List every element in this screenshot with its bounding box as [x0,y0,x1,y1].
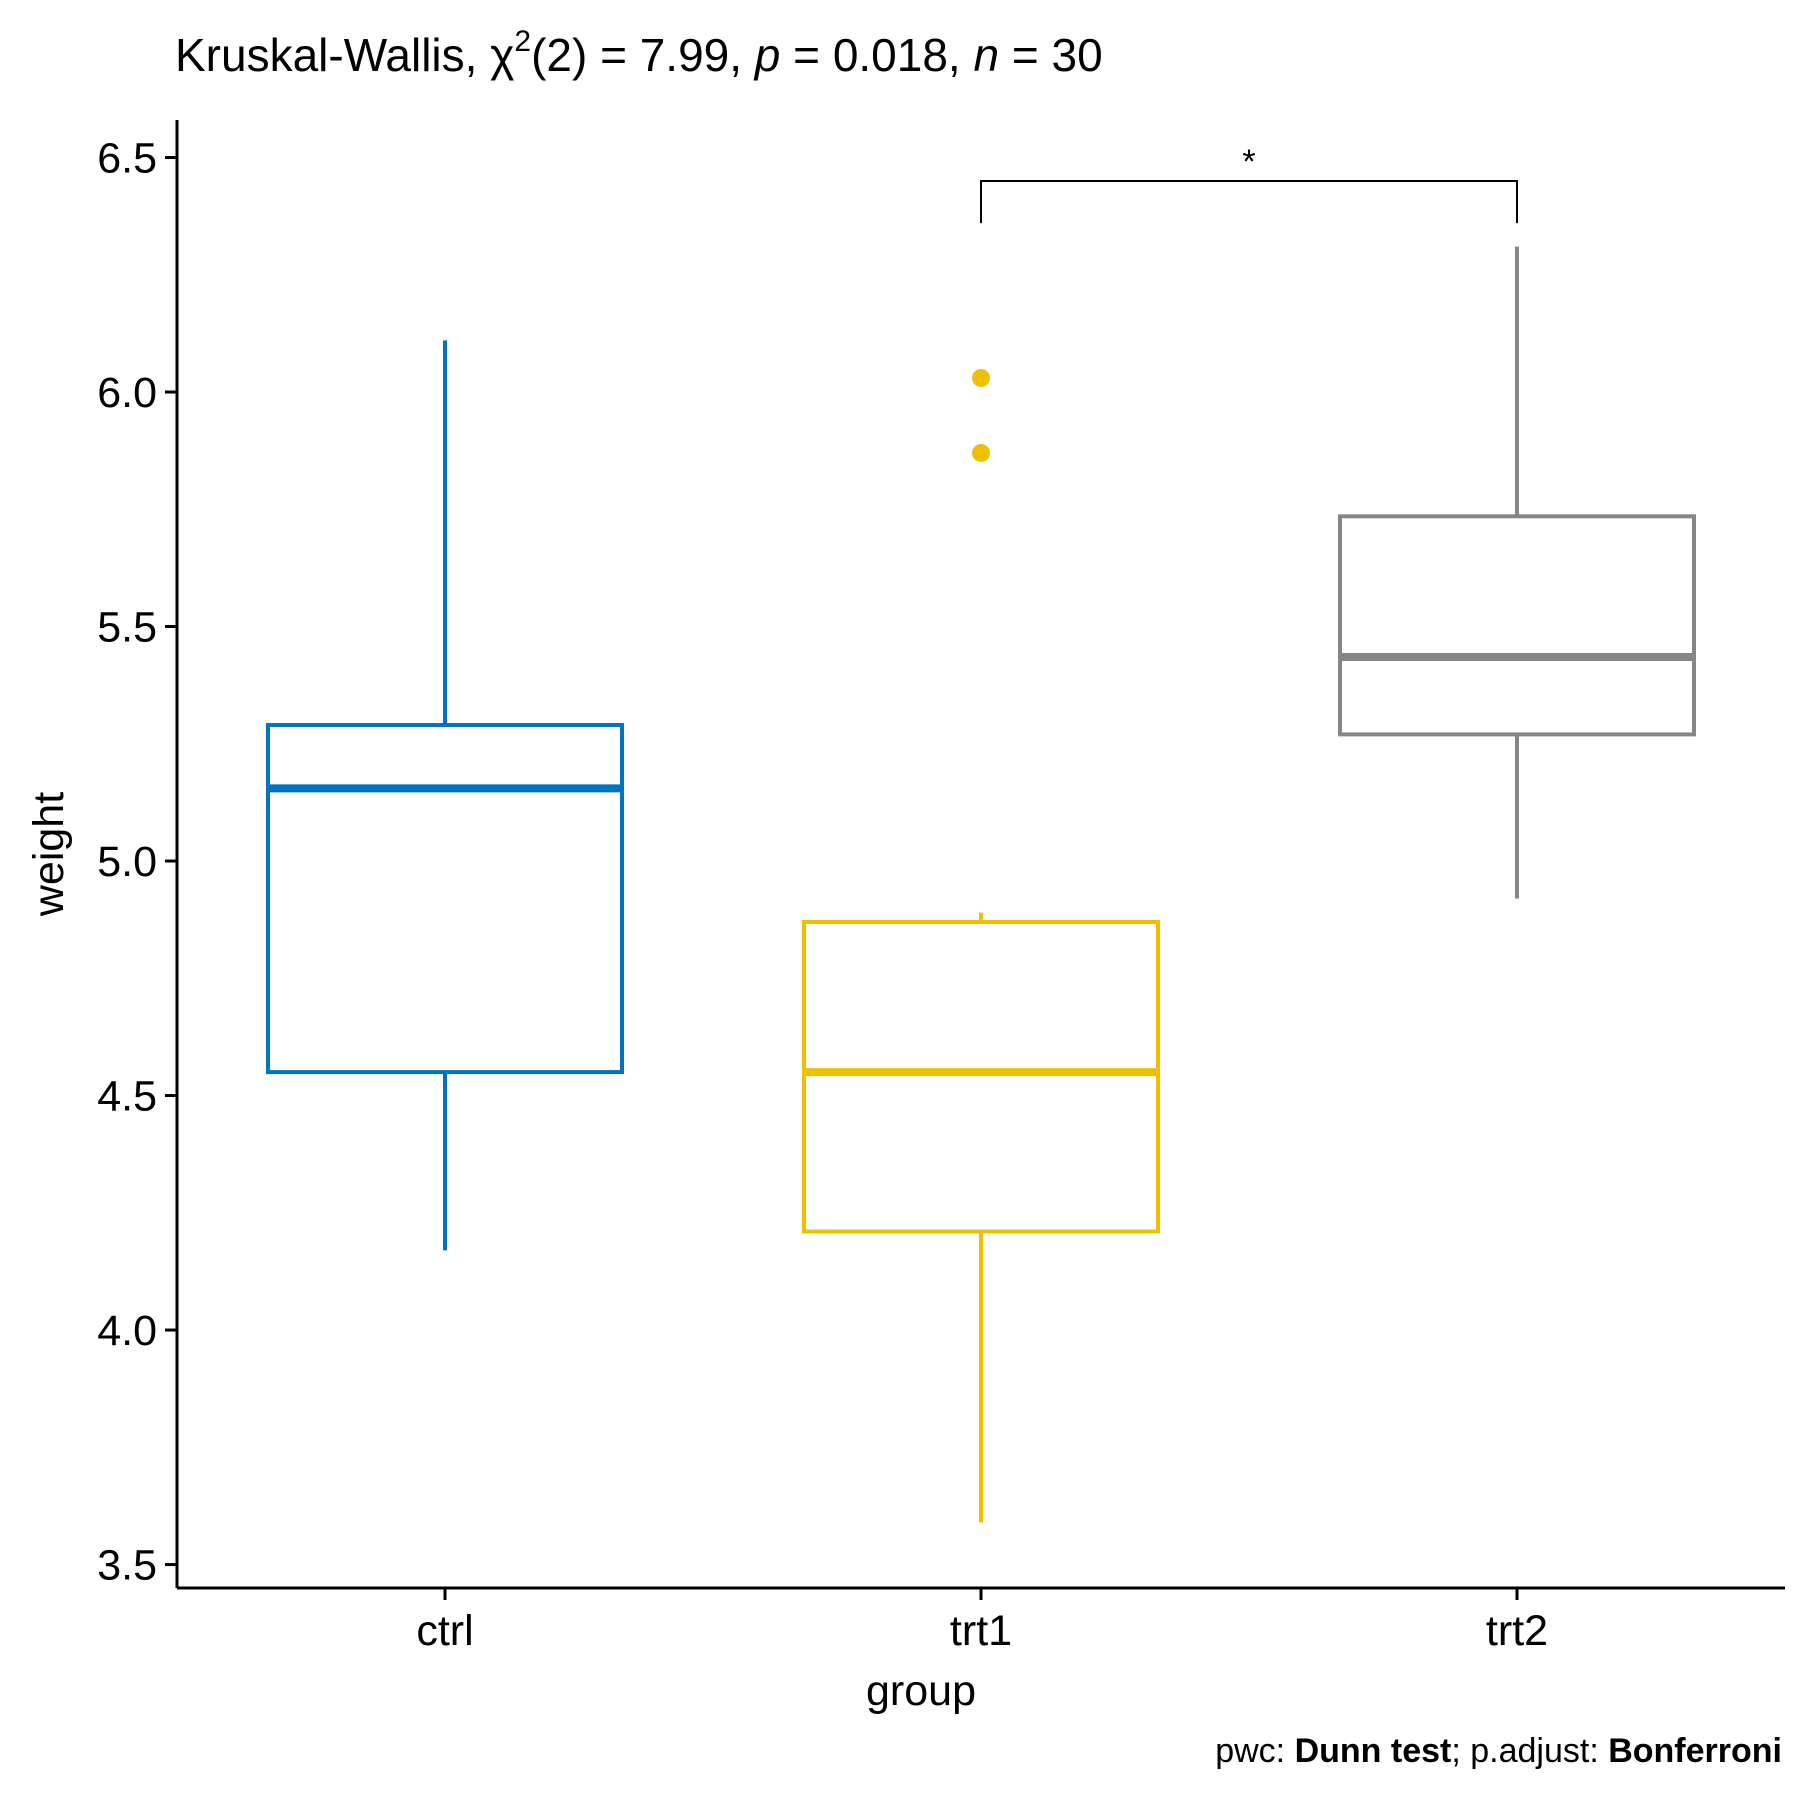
y-tick-label: 3.5 [97,1542,157,1590]
box-ctrl [266,723,624,1075]
x-tick-label: trt2 [1486,1607,1548,1655]
outlier-point [972,368,990,387]
y-tick-label: 5.5 [97,604,157,652]
y-tick-label: 6.5 [97,135,157,183]
x-tick-label: trt1 [950,1607,1012,1655]
y-tick-label: 4.0 [97,1307,157,1355]
chart-caption: pwc: Dunn test; p.adjust: Bonferroni [1215,1732,1782,1770]
significance-bracket [980,179,1518,224]
y-tick-label: 4.5 [97,1073,157,1121]
significance-label: * [1242,143,1255,181]
chart-title: Kruskal-Wallis, χ2(2) = 7.99, p = 0.018,… [175,24,1103,81]
box-trt1 [802,920,1160,1234]
outlier-point [972,443,990,462]
box-trt2 [1338,514,1696,737]
y-tick-label: 5.0 [97,838,157,886]
y-tick-label: 6.0 [97,369,157,417]
y-axis-title: weight [25,792,73,917]
x-tick-label: ctrl [416,1607,473,1655]
x-axis-title: group [866,1667,976,1715]
